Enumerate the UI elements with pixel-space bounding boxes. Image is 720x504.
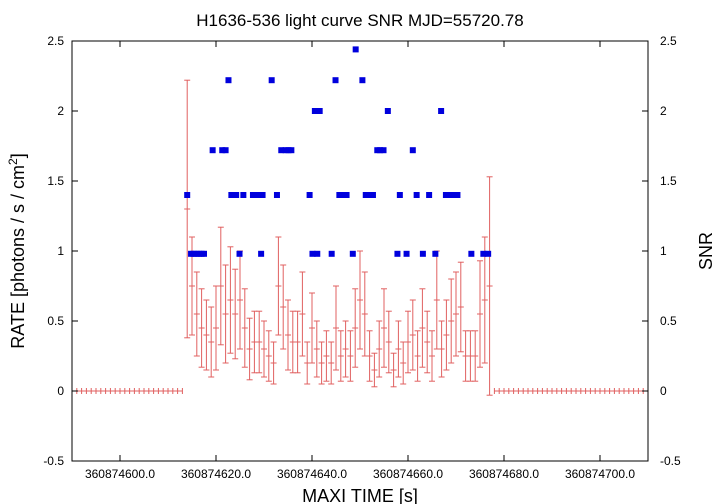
y-axis-label-left: RATE [photons / s / cm2]	[6, 153, 28, 348]
snr-point	[454, 192, 461, 198]
y-tick-label-left: -0.5	[43, 454, 64, 468]
snr-point	[314, 250, 321, 257]
y-tick-label-right: 0	[660, 384, 667, 398]
y-axis-label-right: SNR	[696, 232, 716, 270]
y-axis-label-left-end: ]	[8, 153, 28, 158]
snr-point	[328, 250, 335, 257]
y-tick-label-left: 1	[57, 244, 64, 258]
snr-point	[209, 147, 216, 154]
rate-series	[71, 79, 649, 396]
snr-point	[236, 250, 243, 257]
x-tick-label: 360874660.0	[373, 467, 443, 481]
snr-point	[228, 192, 235, 198]
snr-point	[201, 250, 207, 257]
snr-point	[468, 250, 475, 257]
snr-point	[432, 250, 439, 257]
snr-point	[233, 192, 240, 198]
x-tick-label: 360874600.0	[85, 467, 155, 481]
snr-point	[362, 192, 369, 198]
snr-point	[225, 77, 232, 84]
snr-point	[409, 147, 416, 154]
snr-point	[311, 108, 318, 114]
snr-point	[268, 77, 275, 84]
y-tick-label-left: 2.5	[47, 34, 64, 48]
snr-point	[446, 192, 453, 198]
snr-point	[366, 192, 373, 198]
y-tick-label-right: 2.5	[660, 34, 677, 48]
y-tick-label-right: 1	[660, 244, 667, 258]
snr-point	[377, 147, 384, 154]
snr-point	[278, 147, 285, 154]
snr-point	[349, 250, 356, 257]
snr-point	[413, 192, 420, 198]
snr-point	[380, 147, 387, 154]
x-tick-label: 360874680.0	[469, 467, 539, 481]
snr-point	[222, 147, 229, 154]
snr-point	[396, 192, 403, 198]
y-tick-label-right: 1.5	[660, 174, 677, 188]
snr-point	[438, 108, 445, 114]
snr-point	[450, 192, 457, 198]
snr-point	[332, 77, 339, 84]
snr-point	[426, 192, 433, 198]
snr-point	[442, 192, 449, 198]
snr-point	[219, 147, 226, 154]
snr-point	[343, 192, 350, 198]
y-tick-label-left: 0.5	[47, 314, 64, 328]
snr-point	[249, 192, 256, 198]
snr-point	[309, 250, 316, 257]
snr-point	[403, 250, 410, 257]
snr-point	[258, 250, 265, 257]
y-tick-label-right: 2	[660, 104, 667, 118]
y-tick-label-right: -0.5	[660, 454, 681, 468]
chart-title: H1636-536 light curve SNR MJD=55720.78	[196, 11, 523, 30]
snr-point	[480, 250, 487, 257]
x-tick-label: 360874700.0	[565, 467, 635, 481]
x-tick-label: 360874620.0	[181, 467, 251, 481]
snr-point	[273, 192, 280, 198]
snr-point	[336, 192, 343, 198]
snr-point	[254, 192, 261, 198]
snr-point	[352, 46, 359, 53]
snr-point	[240, 192, 247, 198]
y-tick-label-left: 1.5	[47, 174, 64, 188]
snr-point	[184, 192, 191, 198]
axis-ticks: 360874600.0 360874620.0 360874640.0 3608746…	[43, 34, 681, 481]
snr-point	[485, 250, 492, 257]
x-axis-label: MAXI TIME [s]	[302, 486, 418, 504]
snr-point	[419, 250, 426, 257]
snr-point	[259, 192, 266, 198]
snr-point	[384, 108, 391, 114]
snr-point	[316, 108, 323, 114]
y-axis-label-left-sup: 2	[6, 158, 20, 165]
snr-series	[184, 46, 492, 257]
y-tick-label-right: 0.5	[660, 314, 677, 328]
snr-point	[288, 147, 295, 154]
y-axis-label-left-main: RATE [photons / s / cm	[8, 165, 28, 349]
y-tick-label-left: 2	[57, 104, 64, 118]
snr-point	[369, 192, 376, 198]
snr-point	[306, 192, 313, 198]
x-tick-label: 360874640.0	[277, 467, 347, 481]
plot-layers	[71, 46, 649, 396]
snr-point	[394, 250, 401, 257]
snr-point	[359, 77, 366, 84]
y-tick-label-left: 0	[57, 384, 64, 398]
